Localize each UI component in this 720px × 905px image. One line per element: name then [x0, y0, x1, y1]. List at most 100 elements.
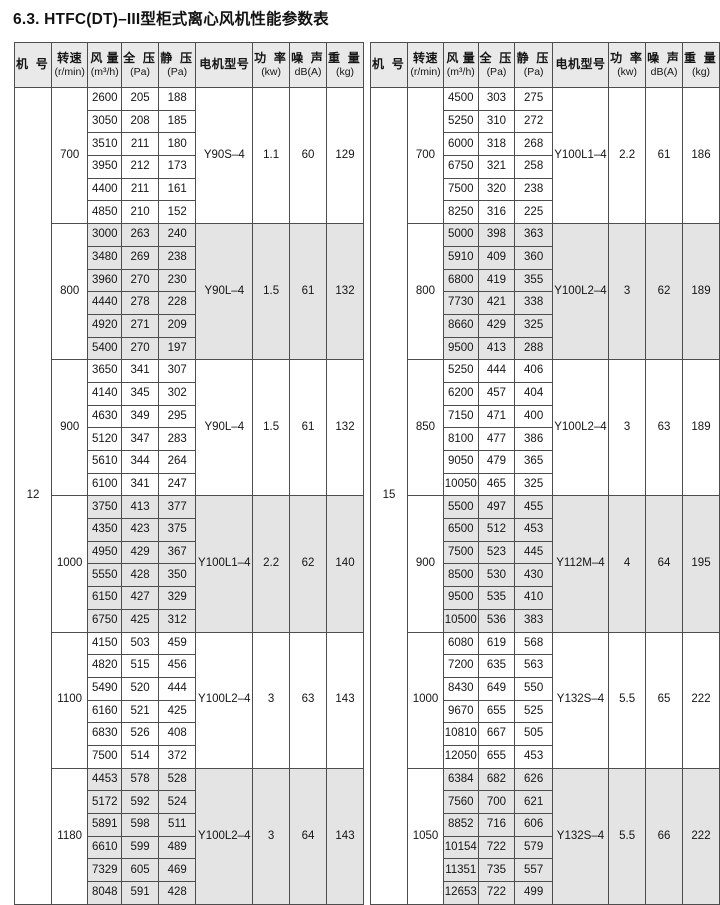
flow-cell: 3950	[87, 155, 123, 179]
noise-cell: 60	[289, 86, 328, 225]
flow-cell: 4140	[87, 381, 123, 406]
noise-cell: 61	[645, 86, 684, 225]
static-pressure-cell: 283	[158, 427, 197, 451]
static-pressure-cell: 365	[514, 450, 553, 474]
flow-cell: 9500	[443, 336, 479, 361]
flow-cell: 4950	[87, 540, 123, 565]
flow-cell: 12653	[443, 881, 479, 905]
total-pressure-cell: 535	[477, 586, 516, 610]
flow-cell: 10500	[443, 608, 479, 633]
total-pressure-cell: 735	[477, 858, 516, 883]
flow-cell: 6610	[87, 835, 123, 860]
table-row: 6800 419 355	[371, 268, 720, 293]
table-row: 6160 521 425	[15, 699, 364, 724]
flow-cell: 7500	[443, 177, 479, 202]
table-row: 3960 270 230	[15, 268, 364, 293]
flow-cell: 3480	[87, 245, 123, 270]
flow-cell: 6000	[443, 132, 479, 157]
total-pressure-cell: 413	[121, 495, 160, 520]
table-row: 8852 716 606	[371, 813, 720, 837]
table-row: 5490 520 444	[15, 676, 364, 701]
spec-table-12: 机 号转速 (r/min) 风 量 (m³/h) 全 压 (Pa) 静 压 (Pa) 电机型号功…	[14, 42, 364, 905]
power-cell: 3	[252, 767, 291, 905]
header-noise: 噪 声 dB(A)	[645, 42, 684, 88]
flow-cell: 8430	[443, 676, 479, 701]
header-total-pressure: 全 压 (Pa)	[477, 42, 516, 88]
table-row: 1100 4150 503 459 Y100L2–4 3 63 143	[15, 631, 364, 769]
flow-cell: 7730	[443, 291, 479, 315]
static-pressure-cell: 377	[158, 495, 197, 520]
static-pressure-cell: 469	[158, 858, 197, 883]
static-pressure-cell: 225	[514, 200, 553, 225]
table-row: 900 5500 497 455 Y112M–4 4 64 195	[371, 495, 720, 633]
header-weight: 重 量 (kg)	[326, 42, 364, 88]
flow-cell: 4150	[87, 631, 123, 656]
total-pressure-cell: 205	[121, 87, 160, 111]
flow-cell: 3050	[87, 109, 123, 134]
header-noise: 噪 声 dB(A)	[289, 42, 328, 88]
total-pressure-cell: 598	[121, 813, 160, 837]
header-machine-no: 机 号	[370, 42, 408, 88]
header-flow: 风 量 (m³/h)	[87, 42, 123, 88]
table-row: 6750 425 312	[15, 608, 364, 633]
total-pressure-cell: 318	[477, 132, 516, 157]
header-power-unit: (kw)	[261, 65, 282, 78]
total-pressure-cell: 465	[477, 472, 516, 497]
header-speed: 转速 (r/min)	[50, 42, 89, 88]
total-pressure-cell: 444	[477, 359, 516, 383]
flow-cell: 2600	[87, 87, 123, 111]
static-pressure-cell: 383	[514, 608, 553, 633]
total-pressure-cell: 635	[477, 654, 516, 678]
noise-cell: 62	[289, 495, 328, 633]
static-pressure-cell: 372	[158, 744, 197, 769]
noise-cell: 61	[289, 223, 328, 361]
weight-cell: 140	[326, 495, 364, 633]
flow-cell: 4350	[87, 518, 123, 542]
speed-cell: 700	[406, 86, 445, 225]
total-pressure-cell: 497	[477, 495, 516, 520]
table-row: 4350 423 375	[15, 518, 364, 542]
total-pressure-cell: 722	[477, 835, 516, 860]
total-pressure-cell: 512	[477, 518, 516, 542]
flow-cell: 6750	[443, 155, 479, 179]
header-noise-label: 噪 声	[291, 51, 326, 66]
static-pressure-cell: 456	[158, 654, 197, 678]
static-pressure-cell: 557	[514, 858, 553, 883]
flow-cell: 8660	[443, 313, 479, 338]
header-static-pressure: 静 压 (Pa)	[514, 42, 553, 88]
static-pressure-cell: 499	[514, 881, 553, 905]
total-pressure-cell: 321	[477, 155, 516, 179]
flow-cell: 4440	[87, 291, 123, 315]
machine-no-cell: 12	[14, 87, 52, 905]
flow-cell: 9050	[443, 450, 479, 474]
header-flow-label: 风 量	[90, 51, 120, 66]
motor-model-cell: Y112M–4	[551, 495, 610, 633]
weight-cell: 143	[326, 767, 364, 905]
header-flow-unit: (m³/h)	[446, 65, 475, 78]
flow-cell: 5910	[443, 245, 479, 270]
total-pressure-cell: 269	[121, 245, 160, 270]
table-header-row: 机 号转速 (r/min) 风 量 (m³/h) 全 压 (Pa) 静 压 (Pa) 电机型号功…	[14, 42, 364, 88]
weight-cell: 129	[326, 86, 364, 225]
flow-cell: 5250	[443, 109, 479, 134]
weight-cell: 132	[326, 223, 364, 361]
table-row: 800 3000 263 240 Y90L–4 1.5 61 132	[15, 223, 364, 361]
static-pressure-cell: 410	[514, 586, 553, 610]
flow-cell: 8100	[443, 427, 479, 451]
total-pressure-cell: 270	[121, 268, 160, 293]
flow-cell: 6830	[87, 722, 123, 746]
static-pressure-cell: 355	[514, 268, 553, 293]
total-pressure-cell: 700	[477, 790, 516, 814]
static-pressure-cell: 197	[158, 336, 197, 361]
power-cell: 2.2	[252, 495, 291, 633]
table-row: 10050 465 325	[371, 472, 720, 497]
spec-table-15: 机 号转速 (r/min) 风 量 (m³/h) 全 压 (Pa) 静 压 (Pa) 电机型号功…	[370, 42, 720, 905]
flow-cell: 3750	[87, 495, 123, 520]
flow-cell: 7500	[87, 744, 123, 769]
total-pressure-cell: 716	[477, 813, 516, 837]
table-row: 7200 635 563	[371, 654, 720, 678]
table-row: 7329 605 469	[15, 858, 364, 883]
table-row: 7730 421 338	[371, 291, 720, 315]
table-row: 1000 3750 413 377 Y100L1–4 2.2 62 140	[15, 495, 364, 633]
static-pressure-cell: 258	[514, 155, 553, 179]
